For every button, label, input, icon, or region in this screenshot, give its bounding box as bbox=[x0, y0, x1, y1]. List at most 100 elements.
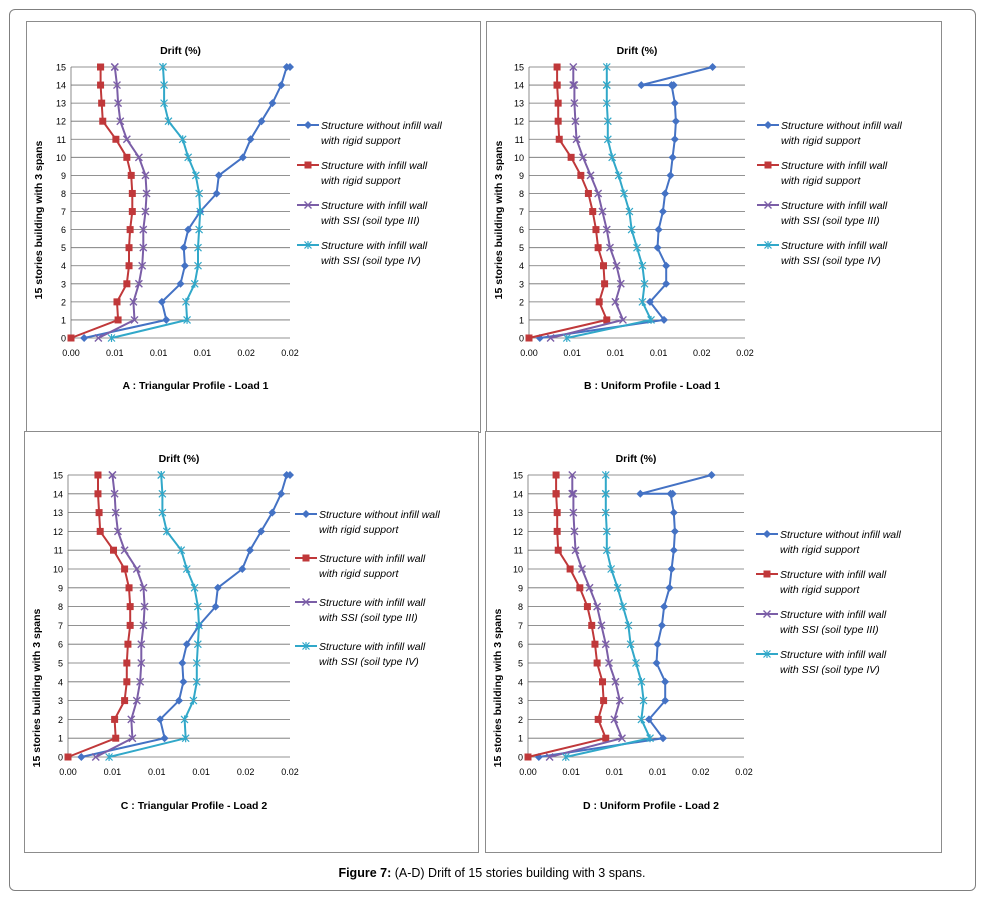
x-tick-label: 0.01 bbox=[194, 348, 212, 358]
data-point bbox=[594, 715, 602, 723]
data-point bbox=[191, 171, 200, 180]
data-point bbox=[192, 677, 201, 686]
figure-caption: Figure 7: (A-D) Drift of 15 stories buil… bbox=[0, 866, 984, 880]
y-tick-label: 15 bbox=[513, 471, 523, 481]
legend-label: Structure with infill wall bbox=[319, 597, 426, 609]
data-point bbox=[137, 640, 146, 649]
data-point bbox=[525, 334, 533, 342]
legend-label: Structure with infill wall bbox=[781, 240, 888, 252]
data-point bbox=[114, 99, 123, 108]
data-point bbox=[189, 696, 198, 705]
data-point bbox=[164, 117, 173, 126]
x-tick-label: 0.01 bbox=[563, 348, 581, 358]
data-point bbox=[579, 153, 587, 162]
y-tick-label: 12 bbox=[56, 117, 66, 127]
data-point bbox=[160, 99, 168, 108]
data-point bbox=[562, 334, 571, 342]
data-point bbox=[105, 753, 113, 761]
data-point bbox=[116, 117, 125, 126]
x-tick-label: 0.02 bbox=[735, 767, 753, 777]
chart-subtitle: A : Triangular Profile - Load 1 bbox=[122, 380, 268, 392]
data-point bbox=[546, 334, 555, 342]
data-point bbox=[660, 315, 668, 324]
x-tick-label: 0.02 bbox=[692, 767, 710, 777]
data-point bbox=[606, 243, 614, 252]
y-tick-label: 14 bbox=[53, 489, 63, 499]
legend-label: with rigid support bbox=[319, 568, 399, 580]
series-line bbox=[95, 474, 146, 758]
data-point bbox=[96, 527, 104, 535]
legend-marker bbox=[304, 161, 312, 169]
y-tick-label: 1 bbox=[518, 734, 523, 744]
data-point bbox=[653, 640, 662, 649]
data-point bbox=[659, 734, 667, 743]
data-point bbox=[113, 527, 122, 536]
data-point bbox=[177, 546, 186, 555]
data-point bbox=[567, 153, 575, 161]
x-tick-label: 0.00 bbox=[62, 348, 80, 358]
data-point bbox=[619, 602, 627, 611]
data-point bbox=[111, 508, 120, 517]
data-point bbox=[553, 81, 561, 89]
data-point bbox=[603, 135, 612, 144]
data-point bbox=[212, 189, 221, 198]
data-point bbox=[114, 316, 122, 324]
data-point bbox=[593, 602, 602, 611]
data-point bbox=[637, 715, 646, 724]
y-tick-label: 2 bbox=[61, 297, 66, 307]
series-line bbox=[566, 67, 652, 339]
data-point bbox=[125, 262, 133, 270]
data-point bbox=[257, 527, 266, 536]
data-point bbox=[708, 63, 717, 71]
data-point bbox=[591, 640, 599, 648]
chart-panel-c: Drift (%) 0 1 2 3 4 5 6 7 8 9 10 11 12 13 14 15 0.00 0.01 0… bbox=[24, 431, 479, 853]
series-line bbox=[549, 475, 623, 758]
data-point bbox=[246, 546, 255, 555]
data-point bbox=[570, 81, 579, 90]
data-point bbox=[660, 602, 669, 611]
data-point bbox=[110, 489, 119, 498]
data-point bbox=[128, 208, 136, 216]
data-point bbox=[600, 697, 608, 705]
data-point bbox=[637, 81, 646, 90]
data-point bbox=[192, 659, 201, 667]
data-point bbox=[127, 715, 136, 724]
data-point bbox=[182, 565, 191, 573]
data-point bbox=[125, 584, 133, 592]
legend-label: with SSI (soil type III) bbox=[780, 624, 879, 636]
data-point bbox=[707, 471, 716, 479]
data-point bbox=[134, 153, 143, 162]
data-point bbox=[636, 489, 645, 498]
data-point bbox=[158, 508, 167, 517]
legend-marker bbox=[764, 241, 772, 249]
x-tick-label: 0.01 bbox=[649, 767, 667, 777]
data-point bbox=[602, 546, 611, 555]
chart-title: Drift (%) bbox=[160, 45, 201, 57]
legend-label: Structure with infill wall bbox=[319, 641, 426, 653]
data-point bbox=[593, 659, 601, 667]
data-point bbox=[588, 621, 596, 629]
y-tick-label: 7 bbox=[61, 207, 66, 217]
y-tick-label: 10 bbox=[53, 565, 63, 575]
y-tick-label: 5 bbox=[519, 243, 524, 253]
y-axis-label: 15 stories building with 3 spans bbox=[492, 608, 504, 767]
data-point bbox=[160, 81, 168, 90]
data-point bbox=[125, 244, 133, 252]
data-point bbox=[583, 603, 591, 611]
data-point bbox=[569, 81, 578, 90]
legend-label: with SSI (soil type IV) bbox=[781, 255, 881, 267]
data-point bbox=[91, 753, 100, 761]
data-point bbox=[658, 207, 667, 216]
data-point bbox=[669, 546, 678, 555]
data-point bbox=[637, 677, 646, 686]
x-tick-label: 0.01 bbox=[606, 767, 624, 777]
series-line bbox=[550, 67, 624, 339]
data-point bbox=[286, 63, 294, 71]
data-point bbox=[572, 135, 581, 144]
data-point bbox=[657, 621, 666, 630]
data-point bbox=[585, 583, 594, 592]
series-line bbox=[111, 66, 202, 339]
data-point bbox=[142, 189, 151, 198]
